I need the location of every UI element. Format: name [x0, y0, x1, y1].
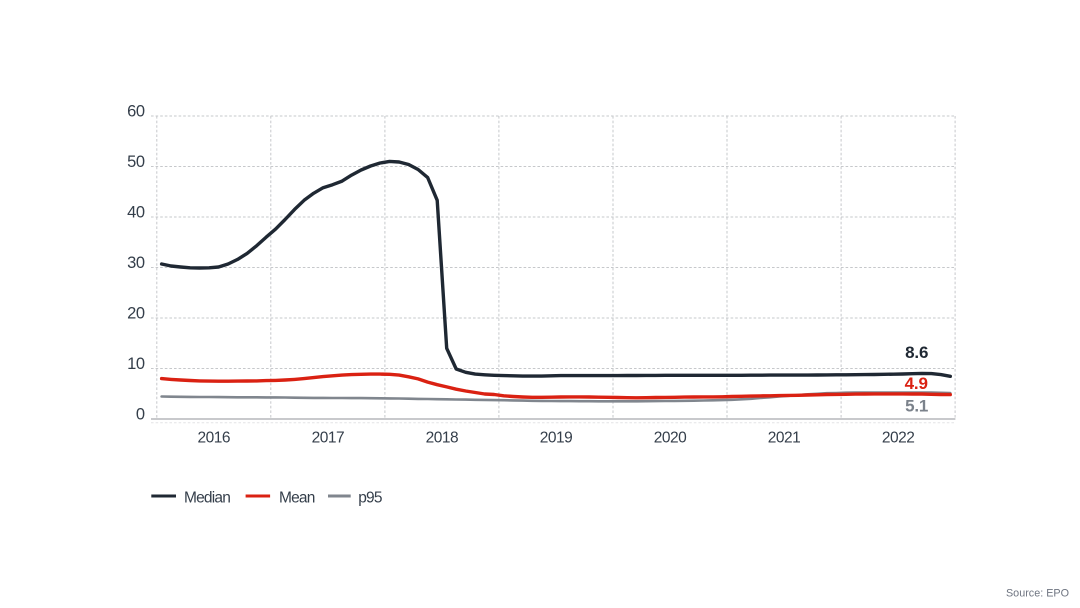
svg-text:30: 30: [127, 254, 145, 272]
svg-text:4.9: 4.9: [905, 374, 928, 393]
svg-text:20: 20: [127, 305, 145, 323]
svg-text:10: 10: [127, 355, 145, 373]
svg-text:2021: 2021: [768, 430, 800, 447]
svg-text:2020: 2020: [654, 430, 687, 447]
svg-text:p95: p95: [358, 490, 382, 507]
svg-text:2019: 2019: [540, 430, 572, 447]
svg-text:2022: 2022: [882, 430, 914, 447]
svg-text:5.1: 5.1: [905, 397, 928, 416]
svg-text:Source: EPO: Source: EPO: [1006, 588, 1069, 600]
svg-text:0: 0: [136, 406, 145, 424]
svg-text:8.6: 8.6: [905, 343, 928, 362]
svg-text:Mean: Mean: [279, 490, 315, 507]
svg-text:40: 40: [127, 204, 145, 222]
svg-text:2018: 2018: [426, 430, 458, 447]
svg-text:60: 60: [127, 103, 145, 121]
svg-text:2017: 2017: [312, 430, 344, 447]
svg-text:2016: 2016: [198, 430, 230, 447]
svg-text:Median: Median: [184, 490, 230, 507]
svg-text:50: 50: [127, 153, 145, 171]
